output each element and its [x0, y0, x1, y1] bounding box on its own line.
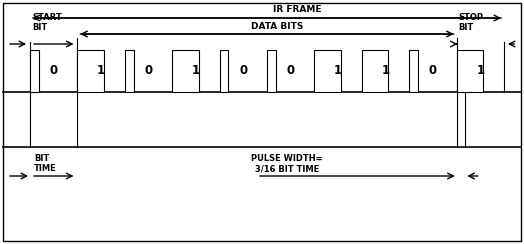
Bar — [30, 50, 39, 92]
Bar — [220, 50, 228, 92]
Bar — [267, 50, 276, 92]
Bar — [456, 50, 483, 92]
Bar — [314, 50, 341, 92]
Text: 1: 1 — [381, 64, 389, 78]
Text: 0: 0 — [429, 64, 437, 78]
Text: 0: 0 — [287, 64, 295, 78]
Text: 1: 1 — [476, 64, 484, 78]
Text: 1: 1 — [192, 64, 200, 78]
Text: IR FRAME: IR FRAME — [273, 5, 321, 14]
Text: 0: 0 — [50, 64, 58, 78]
Text: 0: 0 — [239, 64, 247, 78]
Text: START
BIT: START BIT — [32, 13, 62, 32]
Text: STOP
BIT: STOP BIT — [458, 13, 484, 32]
Text: 0: 0 — [145, 64, 152, 78]
Bar — [362, 50, 388, 92]
Bar — [125, 50, 134, 92]
Bar — [172, 50, 199, 92]
Text: 1: 1 — [97, 64, 105, 78]
Text: BIT
TIME: BIT TIME — [34, 154, 57, 173]
Text: DATA BITS: DATA BITS — [251, 22, 303, 31]
Bar — [409, 50, 418, 92]
Text: PULSE WIDTH=
3/16 BIT TIME: PULSE WIDTH= 3/16 BIT TIME — [251, 154, 323, 173]
Bar — [78, 50, 104, 92]
Text: 1: 1 — [334, 64, 342, 78]
